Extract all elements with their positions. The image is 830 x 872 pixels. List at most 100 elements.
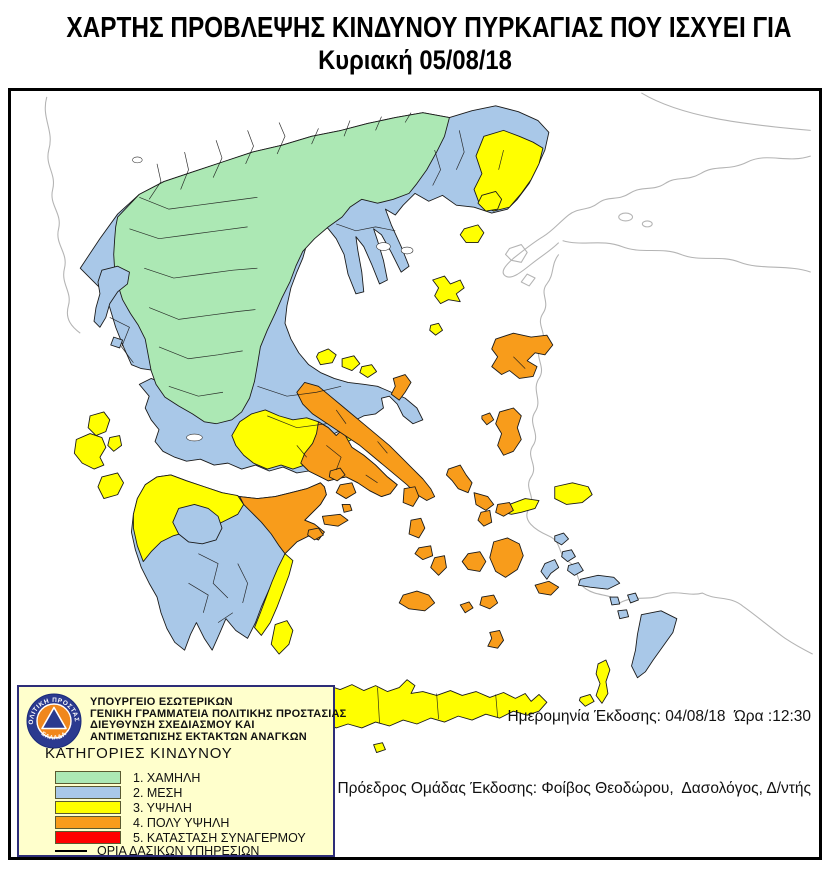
island-kea xyxy=(402,486,420,507)
island-agios-efstratios xyxy=(429,322,443,336)
legend-row-very-high: 4. ΠΟΛΥ ΥΨΗΛΗ xyxy=(55,815,306,830)
legend-row-alarm: 5. ΚΑΤΑΣΤΑΣΗ ΣΥΝΑΓΕΡΜΟΥ xyxy=(55,830,306,845)
region-evros-yellow xyxy=(473,129,544,212)
island-nisyros xyxy=(609,596,621,606)
dodecanese-islands xyxy=(540,532,678,707)
high-risk-label: 3. ΥΨΗΛΗ xyxy=(133,800,192,815)
island-syros xyxy=(477,509,493,527)
low-risk-label: 1. ΧΑΜΗΛΗ xyxy=(133,770,201,785)
cyclades-islands xyxy=(398,464,560,649)
island-gavdos xyxy=(373,742,386,753)
org-line-secretariat: ΓΕΝΙΚΗ ΓΡΑΜΜΑΤΕΙΑ ΠΟΛΙΤΙΚΗΣ ΠΡΟΣΤΑΣΙΑΣ xyxy=(90,707,347,720)
boundary-line-symbol xyxy=(55,850,87,852)
island-aegina xyxy=(335,482,357,500)
legend-boundary-row: ΟΡΙΑ ΔΑΣΙΚΩΝ ΥΠΗΡΕΣΙΩΝ xyxy=(55,844,259,858)
island-santorini xyxy=(487,630,504,649)
organization-lines: ΥΠΟΥΡΓΕΙΟ ΕΣΩΤΕΡΙΚΩΝ ΓΕΝΙΚΗ ΓΡΑΜΜΑΤΕΙΑ Π… xyxy=(90,696,347,743)
boundary-label: ΟΡΙΑ ΔΑΣΙΚΩΝ ΥΠΗΡΕΣΙΩΝ xyxy=(97,844,260,858)
legend-rows: 1. ΧΑΜΗΛΗ 2. ΜΕΣΗ 3. ΥΨΗΛΗ 4. ΠΟΛΥ ΥΨΗΛΗ… xyxy=(55,770,306,845)
turkey-marmara-south-shore xyxy=(562,240,811,273)
island-corfu xyxy=(93,265,130,328)
island-leros xyxy=(561,549,576,563)
island-alonissos xyxy=(359,364,378,378)
low-risk-swatch xyxy=(55,771,121,784)
island-hydra xyxy=(321,513,349,527)
island-zakynthos xyxy=(97,472,124,500)
medium-risk-swatch xyxy=(55,786,121,799)
turkey-black-sea-outline xyxy=(641,92,811,131)
legend-row-medium: 2. ΜΕΣΗ xyxy=(55,785,306,800)
lake-trichonida xyxy=(186,433,203,442)
very-high-risk-label: 4. ΠΟΛΥ ΥΨΗΛΗ xyxy=(133,815,230,830)
island-tinos xyxy=(473,492,495,511)
island-skyros xyxy=(390,374,412,401)
island-lesbos xyxy=(491,332,554,379)
lake-koroneia xyxy=(376,242,391,251)
marmara-island-outline xyxy=(618,212,634,222)
lake-volvi xyxy=(400,246,414,255)
island-sifnos xyxy=(430,555,447,576)
legend-heading: ΚΑΤΗΓΟΡΙΕΣ ΚΙΝΔΥΝΟΥ xyxy=(45,745,233,762)
forest-service-boundaries xyxy=(109,112,526,724)
medium-risk-label: 2. ΜΕΣΗ xyxy=(133,785,183,800)
legend-box: ΠΟΛΙΤΙΚΗ ΠΡΟΣΤΑΣΙΑ · ΕΛΛΑΔΑ · ΥΠΟΥΡΓΕΙΟ … xyxy=(17,685,346,858)
island-symi xyxy=(627,592,639,604)
island-lefkada xyxy=(87,411,111,437)
island-kos xyxy=(577,574,621,590)
sporades-islands xyxy=(316,348,378,378)
island-samos xyxy=(554,482,593,505)
island-andros xyxy=(446,464,473,494)
island-kasos xyxy=(578,694,595,707)
region-boeotia-attica-orange xyxy=(300,421,398,498)
island-ithaki xyxy=(107,435,123,452)
alarm-state-swatch xyxy=(55,831,121,844)
island-salamina xyxy=(328,467,346,482)
island-folegandros xyxy=(459,601,474,614)
legend-row-high: 3. ΥΨΗΛΗ xyxy=(55,800,306,815)
island-poros xyxy=(341,504,353,513)
high-risk-swatch xyxy=(55,801,121,814)
region-arcadia-pocket-blue xyxy=(172,504,223,545)
island-crete xyxy=(316,679,548,729)
saronic-islands xyxy=(307,467,357,541)
island-kythnos xyxy=(408,517,426,539)
title-line1: ΧΑΡΤΗΣ ΠΡΟΒΛΕΨΗΣ ΚΙΝΔΥΝΟΥ ΠΥΡΚΑΓΙΑΣ ΠΟΥ … xyxy=(66,12,792,44)
title-line2: Κυριακή 05/08/18 xyxy=(318,45,512,75)
island-serifos xyxy=(414,545,434,561)
imbros-outline xyxy=(504,244,528,263)
island-amorgos xyxy=(534,580,560,596)
lakes xyxy=(132,156,414,442)
civil-protection-logo: ΠΟΛΙΤΙΚΗ ΠΡΟΣΤΑΣΙΑ · ΕΛΛΑΔΑ · xyxy=(26,693,82,749)
island-ios xyxy=(479,594,499,610)
anatolia-west-coast xyxy=(526,254,813,655)
legend-row-low: 1. ΧΑΜΗΛΗ xyxy=(55,770,306,785)
island-patmos xyxy=(554,532,569,546)
island-psara xyxy=(481,412,495,426)
island-spetses xyxy=(307,527,324,541)
island-milos xyxy=(398,590,436,612)
very-high-risk-swatch xyxy=(55,816,121,829)
page-title: ΧΑΡΤΗΣ ΠΡΟΒΛΕΨΗΣ ΚΙΝΔΥΝΟΥ ΠΥΡΚΑΓΙΑΣ ΠΟΥ … xyxy=(0,12,830,76)
region-peloponnese-ne-orange xyxy=(239,482,327,555)
greece-map xyxy=(44,92,813,753)
region-macedonia-green xyxy=(113,112,450,425)
island-karpathos xyxy=(595,659,611,704)
org-line-emergencies: ΑΝΤΙΜΕΤΩΠΙΣΗΣ ΕΚΤΑΚΤΩΝ ΑΝΑΓΚΩΝ xyxy=(90,730,307,743)
logo-triangle-icon xyxy=(41,706,67,730)
turkey-marmara-outline xyxy=(502,155,811,278)
island-limnos xyxy=(432,275,465,305)
island-naxos xyxy=(489,537,524,578)
island-kefalonia xyxy=(73,433,107,470)
island-mykonos xyxy=(495,502,514,517)
island-tilos xyxy=(617,609,630,620)
island-thasos xyxy=(477,190,503,212)
island-astypalaia xyxy=(540,559,560,580)
albania-coast-outline xyxy=(44,96,81,334)
region-laconia-east-yellow xyxy=(254,553,294,636)
org-line-directorate: ΔΙΕΥΘΥΝΣΗ ΣΧΕΔΙΑΣΜΟΥ ΚΑΙ xyxy=(90,719,255,731)
island-kalymnos xyxy=(567,562,584,576)
issue-date-line: Ημερομηνία Έκδοσης: 04/08/18 Ώρα :12:30 xyxy=(507,708,811,725)
island-samothrace xyxy=(459,224,485,244)
greek-regions xyxy=(73,105,678,753)
